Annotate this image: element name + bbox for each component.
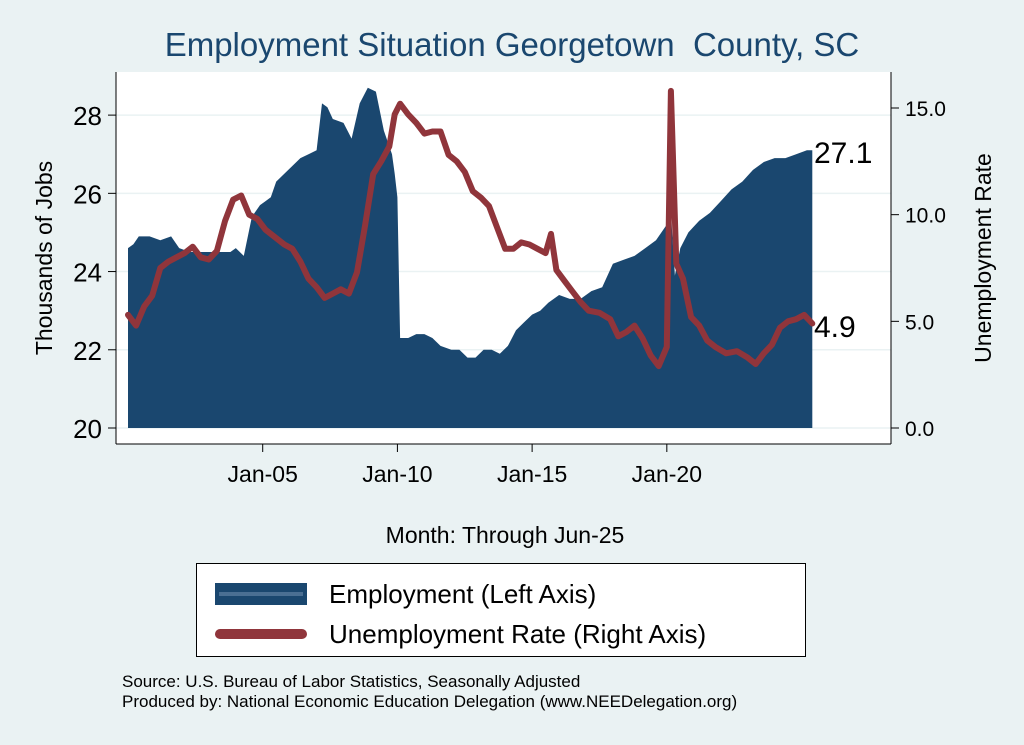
legend: Employment (Left Axis) Unemployment Rate… [196,563,806,657]
x-tick-label: Jan-10 [362,461,432,487]
left-axis-ticks: 20 22 24 26 28 [73,101,116,444]
y-axis-right-label: Unemployment Rate [970,153,996,363]
x-axis-ticks: Jan-05 Jan-10 Jan-15 Jan-20 [228,444,702,487]
unemployment-line [125,87,816,370]
employment-end-label: 27.1 [814,137,872,170]
left-tick-label: 22 [73,336,102,366]
unemployment-swatch [215,629,307,639]
legend-label-employment: Employment (Left Axis) [329,578,597,609]
source-note: Source: U.S. Bureau of Labor Statistics,… [122,672,737,712]
right-tick-label: 10.0 [905,205,946,228]
chart-title: Employment Situation Georgetown County, … [164,26,860,63]
left-tick-label: 20 [73,414,102,444]
x-tick-label: Jan-20 [632,461,702,487]
x-tick-label: Jan-05 [228,461,298,487]
left-tick-label: 28 [73,101,102,131]
legend-label-unemployment: Unemployment Rate (Right Axis) [329,618,707,649]
legend-item-unemployment: Unemployment Rate (Right Axis) [215,616,706,652]
source-line: Source: U.S. Bureau of Labor Statistics,… [122,672,581,691]
employment-swatch [215,583,307,605]
unemployment-end-label: 4.9 [814,311,856,344]
y-axis-left-label: Thousands of Jobs [31,161,57,355]
right-axis-ticks: 0.0 5.0 10.0 15.0 [891,98,946,441]
left-tick-label: 26 [73,179,102,209]
legend-item-employment: Employment (Left Axis) [215,576,596,612]
right-tick-label: 0.0 [905,418,934,441]
x-tick-label: Jan-15 [497,461,567,487]
producer-line: Produced by: National Economic Education… [122,692,738,711]
left-tick-label: 24 [73,258,102,288]
employment-area [128,87,813,428]
x-axis-label: Month: Through Jun-25 [386,522,625,548]
right-tick-label: 5.0 [905,311,934,334]
right-tick-label: 15.0 [905,98,946,121]
